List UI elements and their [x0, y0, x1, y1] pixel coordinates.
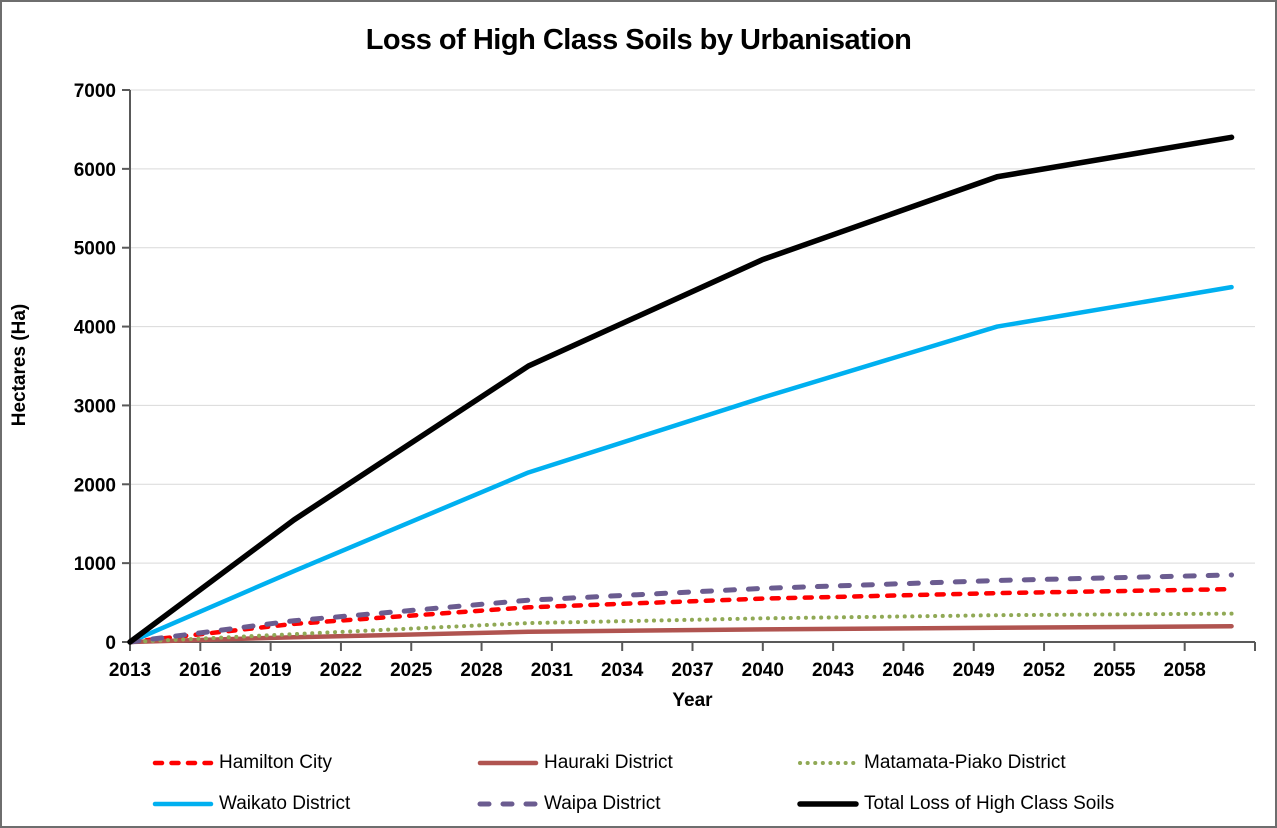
legend-item-waikato-district: Waikato District — [152, 793, 477, 815]
legend-label-hauraki-district: Hauraki District — [544, 751, 673, 773]
legend-item-matamata-piako-district: Matamata-Piako District — [797, 752, 1237, 774]
legend-label-waipa-district: Waipa District — [544, 792, 661, 814]
series-line-matamata-piako-district — [128, 611, 1234, 644]
legend-label-waikato-district: Waikato District — [219, 792, 351, 814]
legend-label-hamilton-city: Hamilton City — [219, 751, 332, 773]
x-tick-label-2016: 2016 — [179, 660, 221, 681]
legend-swatch-hauraki-district — [477, 760, 539, 765]
x-axis-title: Year — [672, 690, 713, 711]
legend-item-total-loss-of-high-class-soils: Total Loss of High Class Soils — [797, 793, 1237, 815]
series-line-hamilton-city — [127, 586, 1234, 645]
legend-swatch-waipa-district — [477, 801, 539, 806]
x-tick-label-2031: 2031 — [531, 660, 574, 681]
x-tick-label-2028: 2028 — [460, 660, 502, 681]
legend: Hamilton City Hauraki District Matamata-Pi… — [152, 742, 1237, 824]
y-tick-label-7000: 7000 — [74, 81, 116, 102]
x-tick-label-2025: 2025 — [390, 660, 433, 681]
x-tick-label-2040: 2040 — [742, 660, 784, 681]
x-tick-label-2013: 2013 — [109, 660, 151, 681]
x-tick-label-2049: 2049 — [953, 660, 995, 681]
y-tick-label-0: 0 — [105, 633, 116, 654]
y-tick-label-4000: 4000 — [74, 318, 116, 339]
x-tick-label-2034: 2034 — [601, 660, 644, 681]
y-tick-label-2000: 2000 — [74, 475, 116, 496]
x-tick-label-2058: 2058 — [1164, 660, 1206, 681]
y-tick-label-5000: 5000 — [74, 239, 116, 260]
x-tick-label-2022: 2022 — [320, 660, 362, 681]
series-line-waipa-district — [127, 572, 1235, 645]
legend-item-hauraki-district: Hauraki District — [477, 752, 797, 774]
x-tick-label-2019: 2019 — [249, 660, 291, 681]
legend-swatch-matamata-piako-district — [798, 760, 858, 765]
legend-label-matamata-piako-district: Matamata-Piako District — [864, 751, 1066, 773]
chart-title: Loss of High Class Soils by Urbanisation — [365, 24, 912, 56]
legend-swatch-total-loss-of-high-class-soils — [797, 800, 859, 807]
x-tick-label-2043: 2043 — [812, 660, 854, 681]
legend-item-hamilton-city: Hamilton City — [152, 752, 477, 774]
x-tick-label-2052: 2052 — [1023, 660, 1065, 681]
legend-swatch-waikato-district — [152, 801, 214, 806]
x-tick-label-2046: 2046 — [882, 660, 924, 681]
x-tick-label-2037: 2037 — [671, 660, 713, 681]
y-tick-label-3000: 3000 — [74, 396, 116, 417]
x-tick-label-2055: 2055 — [1093, 660, 1136, 681]
legend-item-waipa-district: Waipa District — [477, 793, 797, 815]
series-line-hauraki-district — [127, 623, 1234, 645]
y-tick-label-1000: 1000 — [74, 554, 116, 575]
y-tick-label-6000: 6000 — [74, 160, 116, 181]
series-line-total-loss-of-high-class-soils — [127, 134, 1235, 645]
series-line-waikato-district — [127, 284, 1234, 645]
legend-swatch-hamilton-city — [152, 760, 214, 765]
legend-label-total-loss-of-high-class-soils: Total Loss of High Class Soils — [864, 792, 1115, 814]
